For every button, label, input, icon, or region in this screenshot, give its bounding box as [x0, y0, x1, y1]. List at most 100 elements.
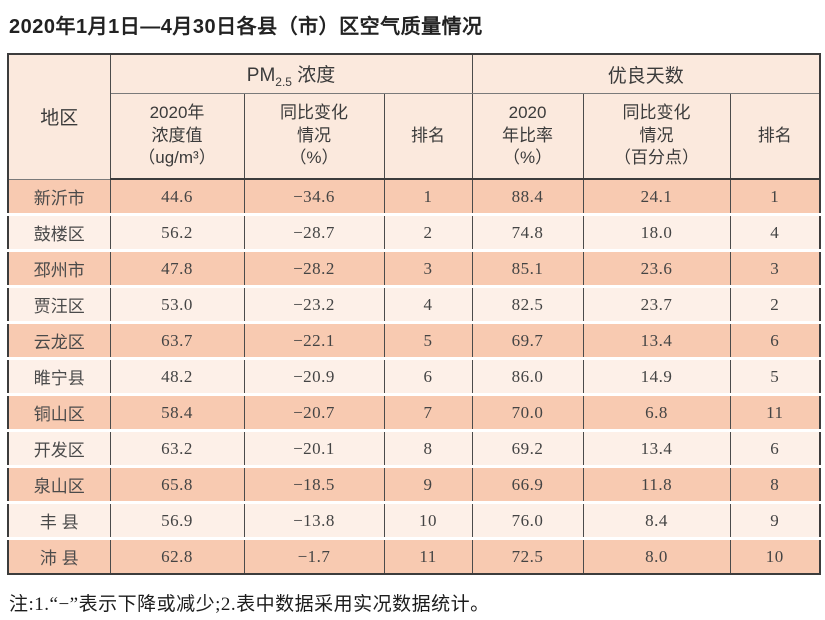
- table-row: 丰 县 56.9 −13.8 10 76.0 8.4 9: [7, 501, 821, 539]
- header-group-good-days: 优良天数: [471, 54, 821, 94]
- pm-change-cell: −28.7: [243, 213, 385, 251]
- pm-value-cell: 58.4: [109, 393, 245, 431]
- good-ratio-cell: 69.7: [471, 321, 584, 359]
- pm-rank-cell: 6: [383, 357, 473, 395]
- header-pm-rank: 排名: [383, 93, 473, 180]
- pm-rank-cell: 4: [383, 285, 473, 323]
- pm-value-cell: 63.7: [109, 321, 245, 359]
- header-pm-value: 2020年 浓度值 （ug/m³）: [109, 93, 245, 180]
- table-header: 地区 PM2.5 浓度 优良天数 2020年 浓度值 （ug/m³） 同比变化 …: [7, 54, 821, 180]
- table-row: 沛 县 62.8 −1.7 11 72.5 8.0 10: [7, 537, 821, 574]
- air-quality-table: 地区 PM2.5 浓度 优良天数 2020年 浓度值 （ug/m³） 同比变化 …: [7, 53, 822, 575]
- pm-rank-cell: 10: [383, 501, 473, 539]
- pm-rank-cell: 3: [383, 249, 473, 287]
- table-row: 贾汪区 53.0 −23.2 4 82.5 23.7 2: [7, 285, 821, 323]
- good-ratio-cell: 69.2: [471, 429, 584, 467]
- pm-change-cell: −22.1: [243, 321, 385, 359]
- pm-rank-cell: 5: [383, 321, 473, 359]
- header-group-pm25: PM2.5 浓度: [109, 54, 473, 94]
- table-row: 铜山区 58.4 −20.7 7 70.0 6.8 11: [7, 393, 821, 431]
- region-cell: 贾汪区: [7, 285, 111, 323]
- header-region: 地区: [7, 54, 111, 180]
- good-rank-cell: 10: [729, 537, 821, 574]
- pm-value-cell: 48.2: [109, 357, 245, 395]
- good-ratio-cell: 88.4: [471, 179, 584, 215]
- good-change-cell: 8.4: [582, 501, 731, 539]
- region-cell: 泉山区: [7, 465, 111, 503]
- table-row: 睢宁县 48.2 −20.9 6 86.0 14.9 5: [7, 357, 821, 395]
- region-cell: 开发区: [7, 429, 111, 467]
- pm-rank-cell: 7: [383, 393, 473, 431]
- pm-change-cell: −18.5: [243, 465, 385, 503]
- table-row: 邳州市 47.8 −28.2 3 85.1 23.6 3: [7, 249, 821, 287]
- good-ratio-cell: 70.0: [471, 393, 584, 431]
- pm-value-cell: 53.0: [109, 285, 245, 323]
- good-ratio-cell: 66.9: [471, 465, 584, 503]
- pm-value-cell: 44.6: [109, 179, 245, 215]
- good-rank-cell: 4: [729, 213, 821, 251]
- good-ratio-cell: 72.5: [471, 537, 584, 574]
- pm-change-cell: −34.6: [243, 179, 385, 215]
- table-body: 新沂市 44.6 −34.6 1 88.4 24.1 1 鼓楼区 56.2 −2…: [7, 179, 821, 574]
- pm-value-cell: 56.9: [109, 501, 245, 539]
- pm-change-cell: −13.8: [243, 501, 385, 539]
- pm-change-cell: −20.7: [243, 393, 385, 431]
- good-rank-cell: 11: [729, 393, 821, 431]
- region-cell: 云龙区: [7, 321, 111, 359]
- pm-value-cell: 62.8: [109, 537, 245, 574]
- good-rank-cell: 8: [729, 465, 821, 503]
- header-good-ratio: 2020 年比率 （%）: [471, 93, 584, 180]
- region-cell: 丰 县: [7, 501, 111, 539]
- good-rank-cell: 6: [729, 429, 821, 467]
- header-group-row: 地区 PM2.5 浓度 优良天数: [7, 54, 821, 180]
- good-ratio-cell: 76.0: [471, 501, 584, 539]
- region-cell: 邳州市: [7, 249, 111, 287]
- pm-change-cell: −23.2: [243, 285, 385, 323]
- good-rank-cell: 2: [729, 285, 821, 323]
- region-cell: 鼓楼区: [7, 213, 111, 251]
- pm-suffix-label: 浓度: [291, 64, 336, 86]
- good-change-cell: 24.1: [582, 179, 731, 215]
- region-cell: 沛 县: [7, 537, 111, 574]
- good-rank-cell: 1: [729, 179, 821, 215]
- pm-subscript: 2.5: [275, 74, 292, 89]
- pm-value-cell: 65.8: [109, 465, 245, 503]
- pm-value-cell: 63.2: [109, 429, 245, 467]
- good-change-cell: 6.8: [582, 393, 731, 431]
- header-sub-row: 2020年 浓度值 （ug/m³） 同比变化 情况 （%） 排名 2020 年比…: [8, 93, 821, 180]
- good-rank-cell: 3: [729, 249, 821, 287]
- good-change-cell: 11.8: [582, 465, 731, 503]
- pm-change-cell: −20.9: [243, 357, 385, 395]
- table-row: 开发区 63.2 −20.1 8 69.2 13.4 6: [7, 429, 821, 467]
- pm-value-cell: 56.2: [109, 213, 245, 251]
- header-pm-change: 同比变化 情况 （%）: [243, 93, 385, 180]
- pm-rank-cell: 9: [383, 465, 473, 503]
- good-rank-cell: 5: [729, 357, 821, 395]
- good-ratio-cell: 86.0: [471, 357, 584, 395]
- page-title: 2020年1月1日—4月30日各县（市）区空气质量情况: [9, 16, 483, 38]
- pm-change-cell: −28.2: [243, 249, 385, 287]
- header-good-change: 同比变化 情况 （百分点）: [582, 93, 731, 180]
- good-change-cell: 8.0: [582, 537, 731, 574]
- table-row: 新沂市 44.6 −34.6 1 88.4 24.1 1: [7, 179, 821, 215]
- region-cell: 新沂市: [7, 179, 111, 215]
- good-change-cell: 13.4: [582, 429, 731, 467]
- good-change-cell: 13.4: [582, 321, 731, 359]
- region-cell: 铜山区: [7, 393, 111, 431]
- good-change-cell: 23.6: [582, 249, 731, 287]
- pm-rank-cell: 2: [383, 213, 473, 251]
- table-row: 鼓楼区 56.2 −28.7 2 74.8 18.0 4: [7, 213, 821, 251]
- pm-change-cell: −1.7: [243, 537, 385, 574]
- good-rank-cell: 6: [729, 321, 821, 359]
- good-ratio-cell: 74.8: [471, 213, 584, 251]
- region-cell: 睢宁县: [7, 357, 111, 395]
- good-ratio-cell: 82.5: [471, 285, 584, 323]
- pm-value-cell: 47.8: [109, 249, 245, 287]
- table-row: 云龙区 63.7 −22.1 5 69.7 13.4 6: [7, 321, 821, 359]
- table-row: 泉山区 65.8 −18.5 9 66.9 11.8 8: [7, 465, 821, 503]
- pm-change-cell: −20.1: [243, 429, 385, 467]
- pm-rank-cell: 1: [383, 179, 473, 215]
- good-change-cell: 18.0: [582, 213, 731, 251]
- pm-label: PM: [246, 64, 276, 86]
